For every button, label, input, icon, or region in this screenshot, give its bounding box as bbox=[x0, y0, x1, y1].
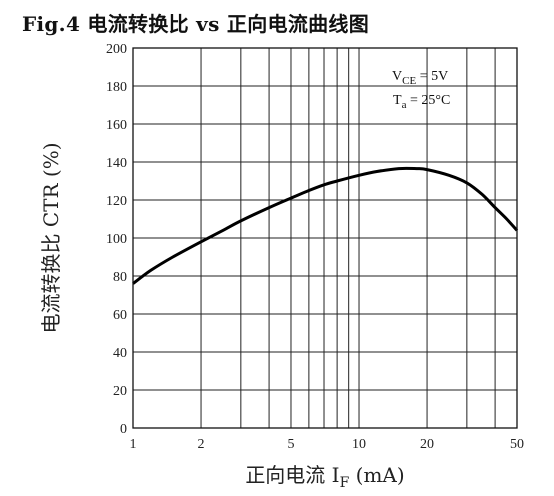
condition-label-1: Ta = 25°C bbox=[393, 93, 450, 111]
y-tick-label-120: 120 bbox=[106, 194, 127, 209]
condition-label-0: VCE = 5V bbox=[392, 69, 448, 87]
x-axis-title: 正向电流 IF (mA) bbox=[245, 463, 404, 491]
x-tick-label-2: 2 bbox=[198, 437, 205, 452]
plot-frame bbox=[132, 47, 518, 429]
x-tick-label-10: 10 bbox=[352, 437, 366, 452]
figure-title: Fig.4 电流转换比 vs 正向电流曲线图 bbox=[22, 12, 370, 36]
series-layer bbox=[132, 166, 519, 285]
y-tick-label-20: 20 bbox=[113, 384, 127, 399]
y-tick-label-160: 160 bbox=[106, 118, 127, 133]
y-tick-label-60: 60 bbox=[113, 308, 127, 323]
y-tick-label-0: 0 bbox=[120, 422, 127, 437]
y-tick-label-80: 80 bbox=[113, 270, 127, 285]
ctr-curve-series-0 bbox=[132, 166, 519, 285]
y-tick-label-100: 100 bbox=[106, 232, 127, 247]
y-tick-label-140: 140 bbox=[106, 156, 127, 171]
y-tick-label-180: 180 bbox=[106, 80, 127, 95]
x-tick-label-1: 1 bbox=[130, 437, 137, 452]
y-axis-title: 电流转换比 CTR (%) bbox=[39, 142, 63, 333]
grid-lines bbox=[133, 48, 517, 428]
test-conditions: VCE = 5V Ta = 25°C bbox=[392, 69, 450, 111]
x-tick-label-20: 20 bbox=[420, 437, 434, 452]
y-tick-labels: 0 20 40 60 80 100 120 140 160 180 200 bbox=[106, 42, 127, 437]
x-tick-labels: 1 2 5 10 20 50 bbox=[130, 437, 525, 452]
y-tick-label-200: 200 bbox=[106, 42, 127, 57]
x-tick-label-5: 5 bbox=[287, 437, 294, 452]
x-tick-label-50: 50 bbox=[510, 437, 524, 452]
y-tick-label-40: 40 bbox=[113, 346, 127, 361]
